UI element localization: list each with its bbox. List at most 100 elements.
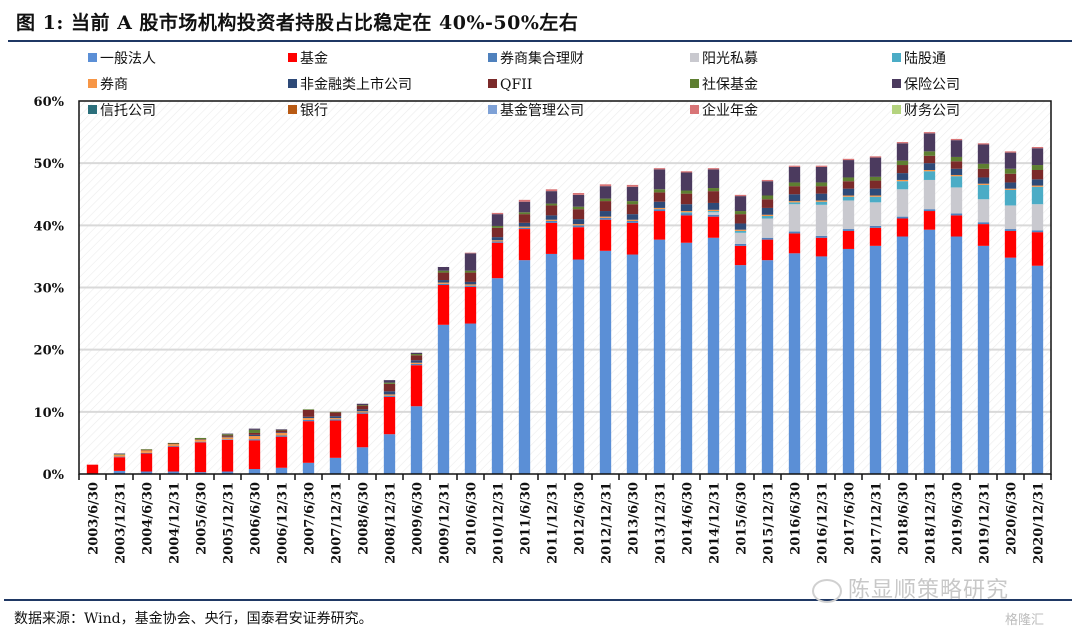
x-tick-label: 2020/12/31 — [1032, 482, 1047, 564]
bar-segment — [329, 411, 342, 413]
bar-segment — [275, 432, 288, 433]
bar-segment — [464, 284, 477, 286]
bar-segment — [923, 133, 936, 152]
bar-segment — [221, 471, 234, 474]
x-tick-label: 2011/6/30 — [519, 482, 534, 555]
legend-swatch — [892, 105, 901, 114]
bar-segment — [842, 158, 855, 161]
bar-segment — [464, 323, 477, 474]
bar-segment — [545, 222, 558, 254]
bar-stack — [275, 429, 288, 474]
bar-segment — [545, 203, 558, 206]
bar-segment — [869, 202, 882, 226]
bar-segment — [761, 216, 774, 219]
bar-segment — [788, 204, 801, 232]
bar-segment — [680, 171, 693, 173]
bar-segment — [1031, 185, 1044, 187]
bar-segment — [923, 151, 936, 156]
x-tick-label: 2005/6/30 — [195, 482, 210, 555]
legend-label: 保险公司 — [904, 77, 960, 93]
bar-segment — [194, 472, 207, 474]
legend-swatch — [488, 105, 497, 114]
legend-label: 基金管理公司 — [500, 102, 584, 119]
bar-segment — [410, 363, 423, 366]
bar-segment — [734, 243, 747, 246]
legend-item: 基金管理公司 — [488, 102, 584, 119]
bar-segment — [842, 188, 855, 196]
bar-segment — [923, 163, 936, 171]
bar-segment — [707, 214, 720, 217]
bar-segment — [410, 365, 423, 407]
bar-segment — [113, 454, 126, 457]
bar-segment — [356, 413, 369, 448]
legend-label: 券商集合理财 — [500, 50, 584, 67]
bar-segment — [383, 434, 396, 474]
x-tick-label: 2011/12/31 — [546, 482, 561, 564]
bar-segment — [356, 403, 369, 405]
bar-segment — [734, 230, 747, 233]
x-tick-label: 2016/12/31 — [816, 482, 831, 564]
bar-segment — [626, 254, 639, 474]
y-tick-label: 0% — [43, 468, 65, 483]
bar-segment — [680, 204, 693, 212]
x-tick-label: 2020/6/30 — [1005, 482, 1020, 555]
bar-stack — [437, 266, 450, 474]
bar-segment — [545, 219, 558, 221]
bar-stack — [464, 252, 477, 474]
bar-segment — [896, 189, 909, 217]
x-tick-label: 2008/6/30 — [357, 482, 372, 555]
bar-segment — [383, 394, 396, 396]
y-axis: 0% 10% 20% 30% 40% 50% 60% — [34, 95, 65, 483]
legend-swatch — [690, 53, 699, 62]
bar-segment — [977, 222, 990, 225]
bar-segment — [140, 452, 153, 454]
bar-segment — [1004, 229, 1017, 231]
bar-segment — [518, 201, 531, 213]
bar-segment — [1031, 179, 1044, 186]
bar-segment — [464, 281, 477, 285]
bar-segment — [1004, 230, 1017, 258]
bar-segment — [626, 222, 639, 255]
x-tick-label: 2006/6/30 — [249, 482, 264, 555]
bar-segment — [302, 419, 315, 422]
bar-segment — [977, 199, 990, 223]
legend-swatch — [892, 79, 901, 88]
bar-segment — [842, 177, 855, 182]
bar-segment — [788, 201, 801, 203]
bar-segment — [707, 216, 720, 238]
bar-segment — [788, 253, 801, 474]
x-tick-label: 2012/12/31 — [600, 482, 615, 564]
bar-segment — [572, 194, 585, 207]
bar-segment — [437, 280, 450, 283]
bar-segment — [410, 354, 423, 356]
bar-segment — [896, 181, 909, 190]
bar-segment — [410, 360, 423, 363]
bar-stack — [1031, 147, 1044, 474]
bar-segment — [923, 132, 936, 134]
bar-segment — [248, 429, 261, 433]
x-tick-label: 2014/12/31 — [708, 482, 723, 564]
bar-segment — [896, 160, 909, 166]
bar-segment — [248, 440, 261, 470]
bar-segment — [842, 181, 855, 189]
y-tick-label: 50% — [34, 157, 65, 172]
bar-segment — [275, 429, 288, 431]
bar-segment — [1031, 204, 1044, 231]
bar-segment — [977, 184, 990, 200]
bar-segment — [329, 420, 342, 458]
watermark-text: 陈显顺策略研究 — [848, 578, 1010, 603]
bar-segment — [923, 179, 936, 210]
bar-segment — [356, 412, 369, 414]
bar-stack — [842, 158, 855, 474]
bar-segment — [734, 229, 747, 231]
bar-segment — [599, 186, 612, 199]
bar-segment — [248, 436, 261, 440]
bar-segment — [302, 462, 315, 474]
bar-stack — [113, 453, 126, 474]
bar-segment — [383, 396, 396, 435]
bar-stack — [1004, 151, 1017, 474]
legend-label: 陆股通 — [904, 51, 946, 67]
bar-segment — [275, 430, 288, 433]
bar-segment — [329, 418, 342, 420]
gridlines — [79, 162, 1051, 413]
